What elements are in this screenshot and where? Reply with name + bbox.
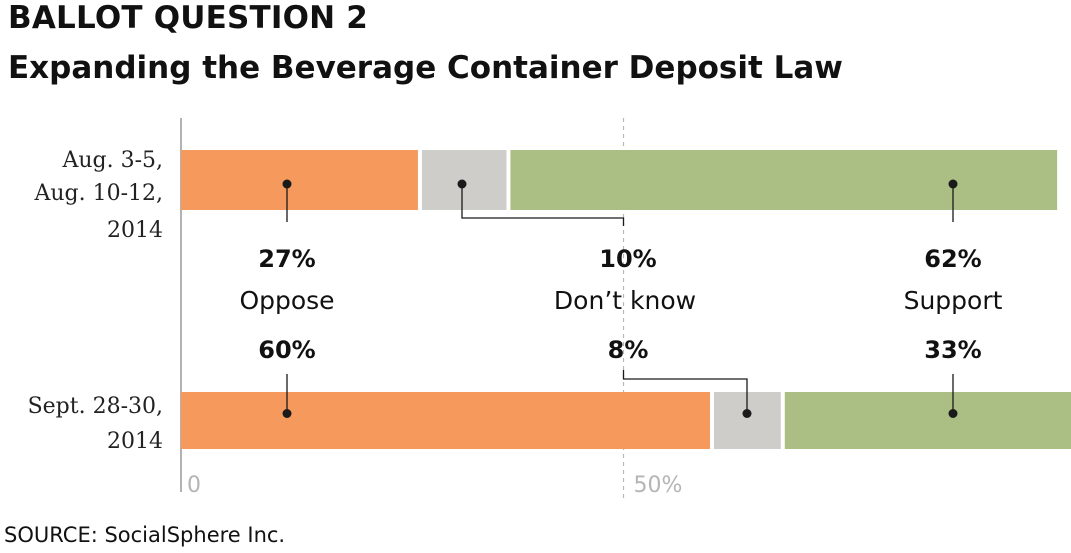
- row-label-1-line-3: 2014: [107, 218, 163, 243]
- bar-support-row-1: [510, 150, 1058, 210]
- row-label-1-line-1: Aug. 3-5,: [61, 148, 163, 173]
- bar-oppose-row-1: [181, 150, 418, 210]
- series-label-dont-know: Don’t know: [554, 286, 696, 315]
- chart-title: Expanding the Beverage Container Deposit…: [8, 50, 843, 86]
- pct-label-oppose-row-1: 27%: [258, 245, 315, 273]
- pct-label-support-row-1: 62%: [924, 245, 981, 273]
- series-label-support: Support: [904, 286, 1003, 315]
- pct-label-dont-know-row-1: 10%: [599, 245, 656, 273]
- row-label-1-line-2: Aug. 10-12,: [33, 181, 163, 206]
- source-note: SOURCE: SocialSphere Inc.: [4, 523, 286, 547]
- pct-label-support-row-2: 33%: [924, 336, 981, 364]
- bar-oppose-row-2: [181, 392, 710, 449]
- pct-label-dont-know-row-2: 8%: [608, 336, 649, 364]
- row-label-2-line-2: 2014: [107, 429, 163, 454]
- bar-dont-know-row-1: [421, 150, 507, 210]
- pct-label-oppose-row-2: 60%: [258, 336, 315, 364]
- connector-dont-know-row-2: [622, 370, 748, 414]
- x-tick-label-50: 50%: [634, 473, 683, 498]
- chart-kicker: BALLOT QUESTION 2: [8, 0, 369, 36]
- row-label-2-line-1: Sept. 28-30,: [28, 394, 163, 419]
- bar-support-row-2: [784, 392, 1071, 449]
- connector-dont-know-row-1: [461, 184, 625, 226]
- x-tick-label-0: 0: [187, 473, 201, 498]
- series-label-oppose: Oppose: [239, 286, 334, 315]
